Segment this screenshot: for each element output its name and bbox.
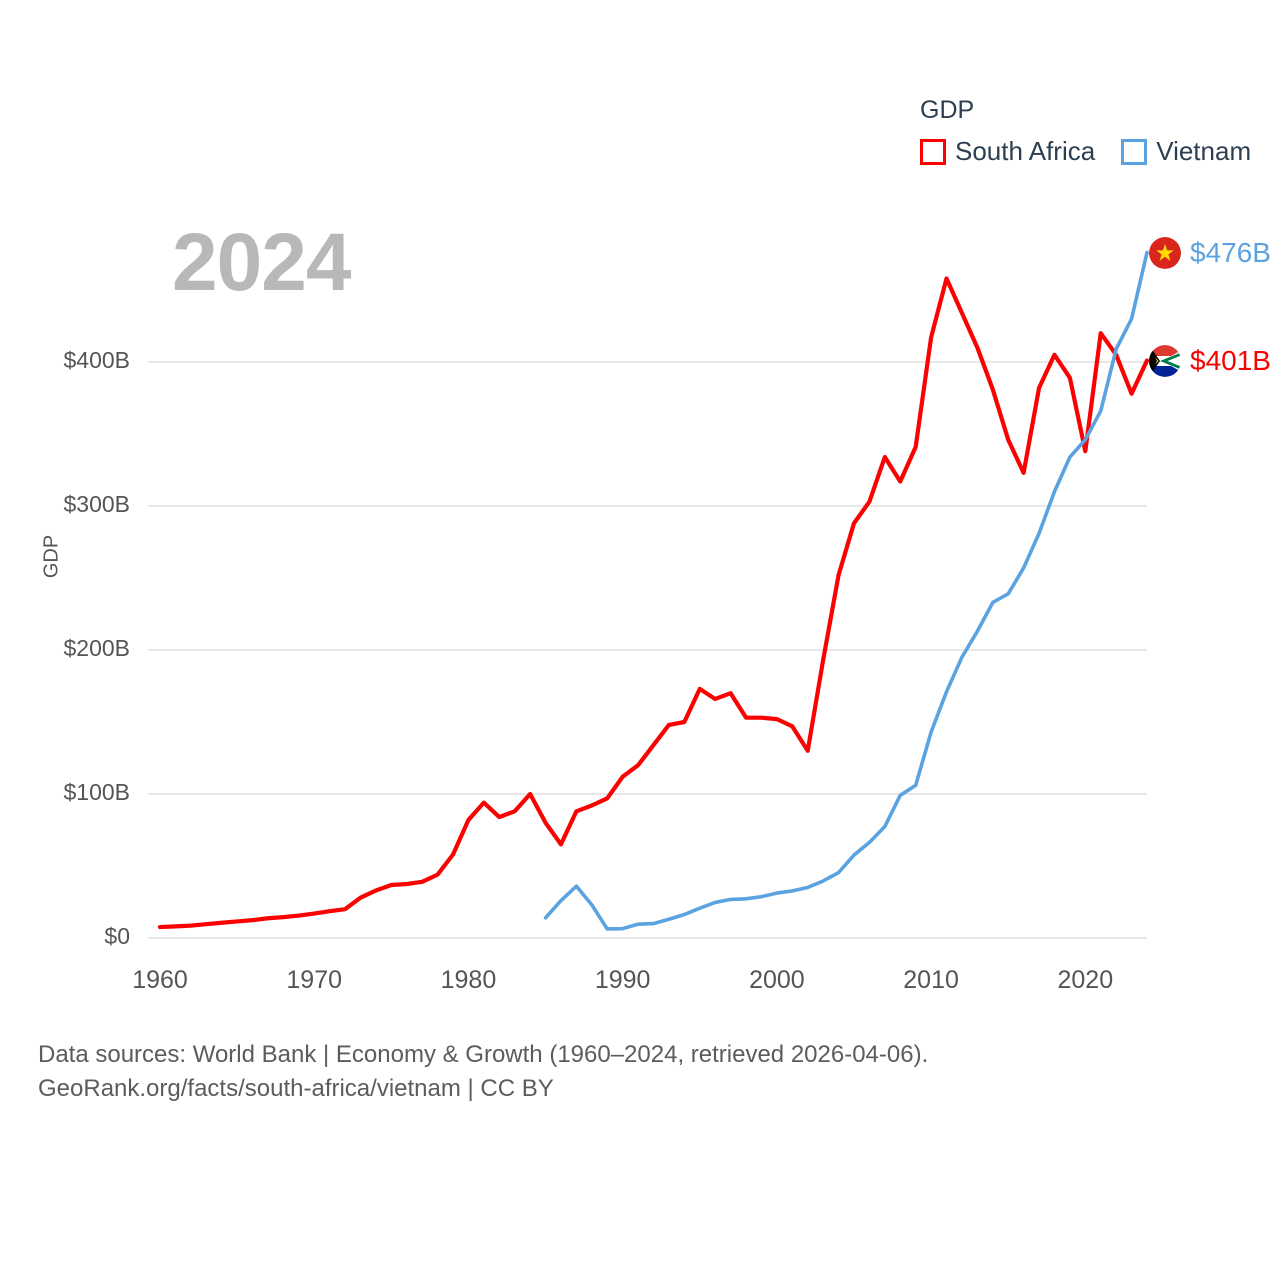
series-line-south-africa <box>157 276 1150 930</box>
end-label-value-south-africa: $401B <box>1190 344 1271 376</box>
legend-item-vietnam[interactable]: Vietnam <box>1121 136 1251 167</box>
x-tick-label-2010: 2010 <box>903 966 959 994</box>
chart-legend: GDP South Africa Vietnam <box>920 98 1251 167</box>
x-tick-label-1970: 1970 <box>286 966 343 994</box>
y-tick-label-100: $100B <box>63 779 130 805</box>
x-tick-label-1990: 1990 <box>594 966 651 994</box>
legend-swatch-icon-south-africa <box>920 138 946 165</box>
x-tick-label-1980: 1980 <box>440 966 497 994</box>
y-tick-label-400: $400B <box>63 347 130 373</box>
footer-sources: Data sources: World Bank | Economy & Gro… <box>38 1038 1238 1106</box>
end-label-vietnam: $476B <box>1149 236 1271 269</box>
footer-line-2: GeoRank.org/facts/south-africa/vietnam |… <box>38 1075 554 1103</box>
legend-items: South Africa Vietnam <box>920 136 1251 167</box>
south-africa-flag-icon <box>1149 344 1181 377</box>
legend-swatch-icon-vietnam <box>1121 138 1148 165</box>
legend-title: GDP <box>920 96 975 124</box>
vietnam-flag-icon <box>1149 236 1181 269</box>
series-line-vietnam <box>543 250 1149 931</box>
y-tick-label-0: $0 <box>104 923 130 949</box>
year-watermark: 2024 <box>172 217 351 308</box>
end-label-value-vietnam: $476B <box>1190 236 1271 268</box>
y-tick-label-300: $300B <box>63 491 130 517</box>
end-label-south-africa: $401B <box>1149 344 1271 377</box>
line-chart-plot <box>148 250 1150 939</box>
x-tick-label-1960: 1960 <box>132 966 188 994</box>
legend-label-vietnam: Vietnam <box>1156 136 1252 166</box>
legend-item-south-africa[interactable]: South Africa <box>920 136 1095 167</box>
legend-label-south-africa: South Africa <box>955 136 1096 166</box>
x-tick-label-2020: 2020 <box>1057 966 1114 994</box>
y-tick-label-200: $200B <box>63 635 130 661</box>
footer-line-1: Data sources: World Bank | Economy & Gro… <box>38 1041 929 1068</box>
x-tick-label-2000: 2000 <box>749 966 805 994</box>
